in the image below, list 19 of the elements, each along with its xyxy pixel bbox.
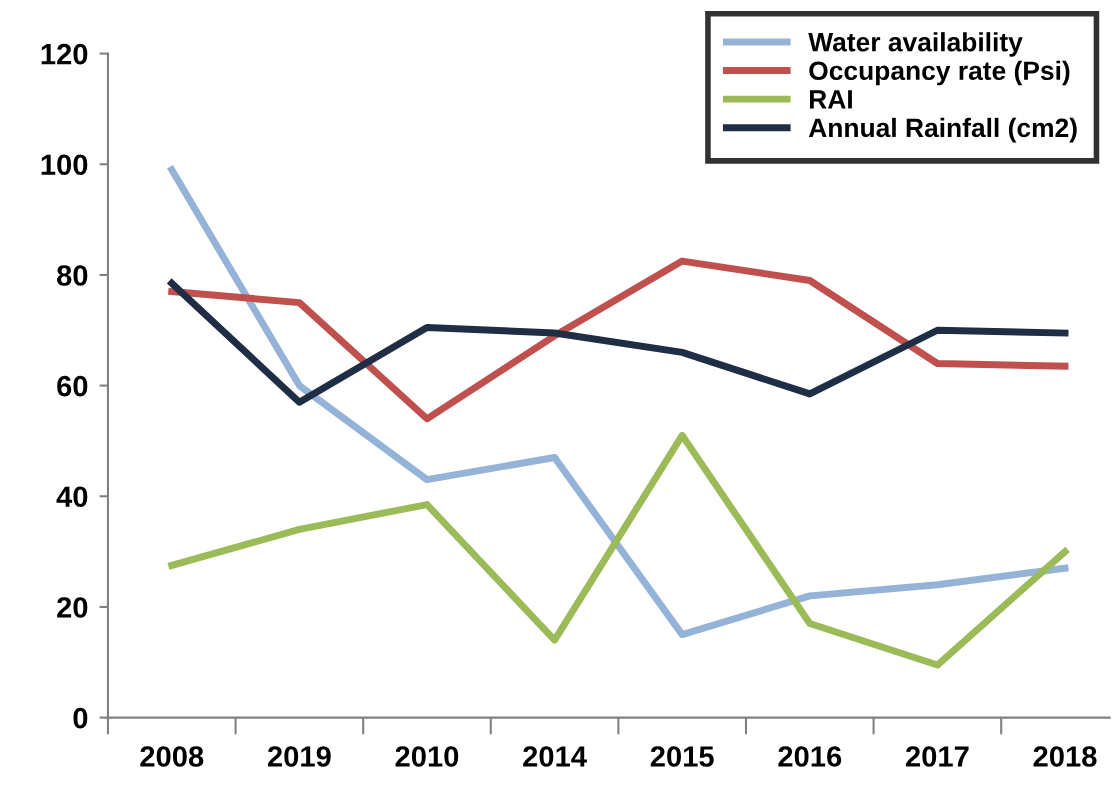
- y-tick-label: 80: [57, 265, 88, 286]
- x-tick-label: 2017: [905, 746, 969, 767]
- x-tick-label: 2019: [267, 746, 331, 767]
- legend-label: Occupancy rate (Psi): [809, 60, 1070, 86]
- x-tick-label: 2014: [523, 746, 587, 767]
- legend-label: Water availability: [808, 32, 1023, 57]
- y-tick-label: 60: [57, 375, 88, 397]
- y-tick-label: 0: [73, 707, 88, 729]
- x-tick-label: 2008: [140, 746, 204, 767]
- y-tick-label: 100: [41, 154, 88, 176]
- y-tick-label: 20: [57, 597, 88, 618]
- y-tick-label: 120: [41, 43, 88, 65]
- x-tick-label: 2018: [1033, 746, 1097, 767]
- x-tick-label: 2015: [650, 746, 714, 767]
- legend-label: Annual Rainfall (cm2): [808, 117, 1077, 143]
- legend-label: RAI: [809, 90, 852, 109]
- x-tick-label: 2010: [395, 746, 459, 767]
- y-tick-label: 40: [56, 486, 88, 508]
- x-tick-label: 2016: [778, 746, 842, 767]
